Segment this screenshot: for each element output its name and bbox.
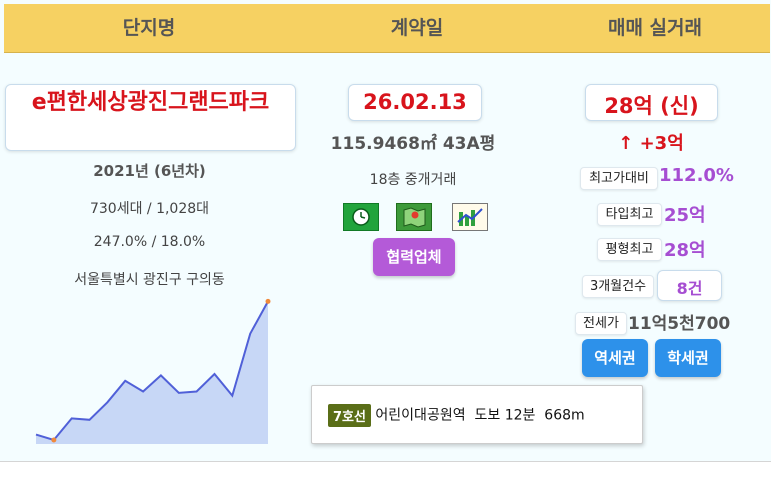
complex-name[interactable]: e편한세상광진그랜드파크	[31, 90, 270, 115]
price-history-chart	[35, 298, 271, 444]
trade-price: 28억 (신)	[604, 94, 699, 118]
chart-area	[36, 301, 268, 444]
chart-point-1	[51, 437, 57, 443]
floor-trade-type: 18층 중개거래	[369, 172, 457, 188]
bottom-divider	[0, 461, 771, 462]
map-icon[interactable]	[396, 203, 432, 231]
contract-date-box: 26.02.13	[348, 84, 482, 121]
built-year: 2021년 (6년차)	[93, 162, 206, 180]
station-area-button[interactable]: 역세권	[582, 339, 648, 377]
three-month-count-label: 3개월건수	[582, 275, 654, 298]
chart-icon[interactable]	[452, 203, 488, 231]
partner-button[interactable]: 협력업체	[373, 238, 455, 276]
transit-info-box: 7호선 어린이대공원역 도보 12분 668m	[311, 385, 643, 444]
subway-line-badge: 7호선	[328, 404, 371, 427]
type-max-value: 25억	[664, 205, 706, 226]
chart-point-13	[265, 298, 271, 304]
jeonse-value: 11억5천700	[628, 314, 731, 334]
price-change: ↑ +3억	[618, 133, 684, 154]
three-month-count-value: 8건	[676, 279, 703, 298]
trade-price-box: 28억 (신)	[585, 84, 718, 121]
address: 서울특별시 광진구 구의동	[74, 272, 225, 288]
type-max-label: 타입최고	[597, 203, 662, 226]
size-max-label: 평형최고	[597, 238, 662, 261]
transit-row: 7호선 어린이대공원역 도보 12분 668m	[328, 404, 585, 427]
transit-text: 어린이대공원역 도보 12분 668m	[375, 407, 585, 424]
complex-name-box[interactable]: e편한세상광진그랜드파크	[5, 84, 296, 151]
size-max-value: 28억	[664, 240, 706, 261]
school-area-button[interactable]: 학세권	[655, 339, 721, 377]
household-parking: 730세대 / 1,028대	[89, 201, 210, 217]
chart-line	[35, 300, 269, 442]
floor-area-ratio: 247.0% / 18.0%	[93, 234, 206, 250]
clock-icon[interactable]	[343, 203, 379, 231]
header-complex-name: 단지명	[122, 17, 176, 39]
area-size: 115.9468㎡ 43A평	[330, 134, 496, 154]
header-contract-date: 계약일	[390, 17, 444, 39]
jeonse-label: 전세가	[575, 312, 627, 335]
three-month-count-box: 8건	[657, 270, 722, 301]
contract-date: 26.02.13	[363, 90, 467, 114]
header-trade-price: 매매 실거래	[607, 17, 702, 39]
max-ratio-value: 112.0%	[659, 165, 734, 186]
table-header: 단지명 계약일 매매 실거래	[4, 4, 770, 53]
max-ratio-label: 최고가대비	[580, 167, 658, 190]
